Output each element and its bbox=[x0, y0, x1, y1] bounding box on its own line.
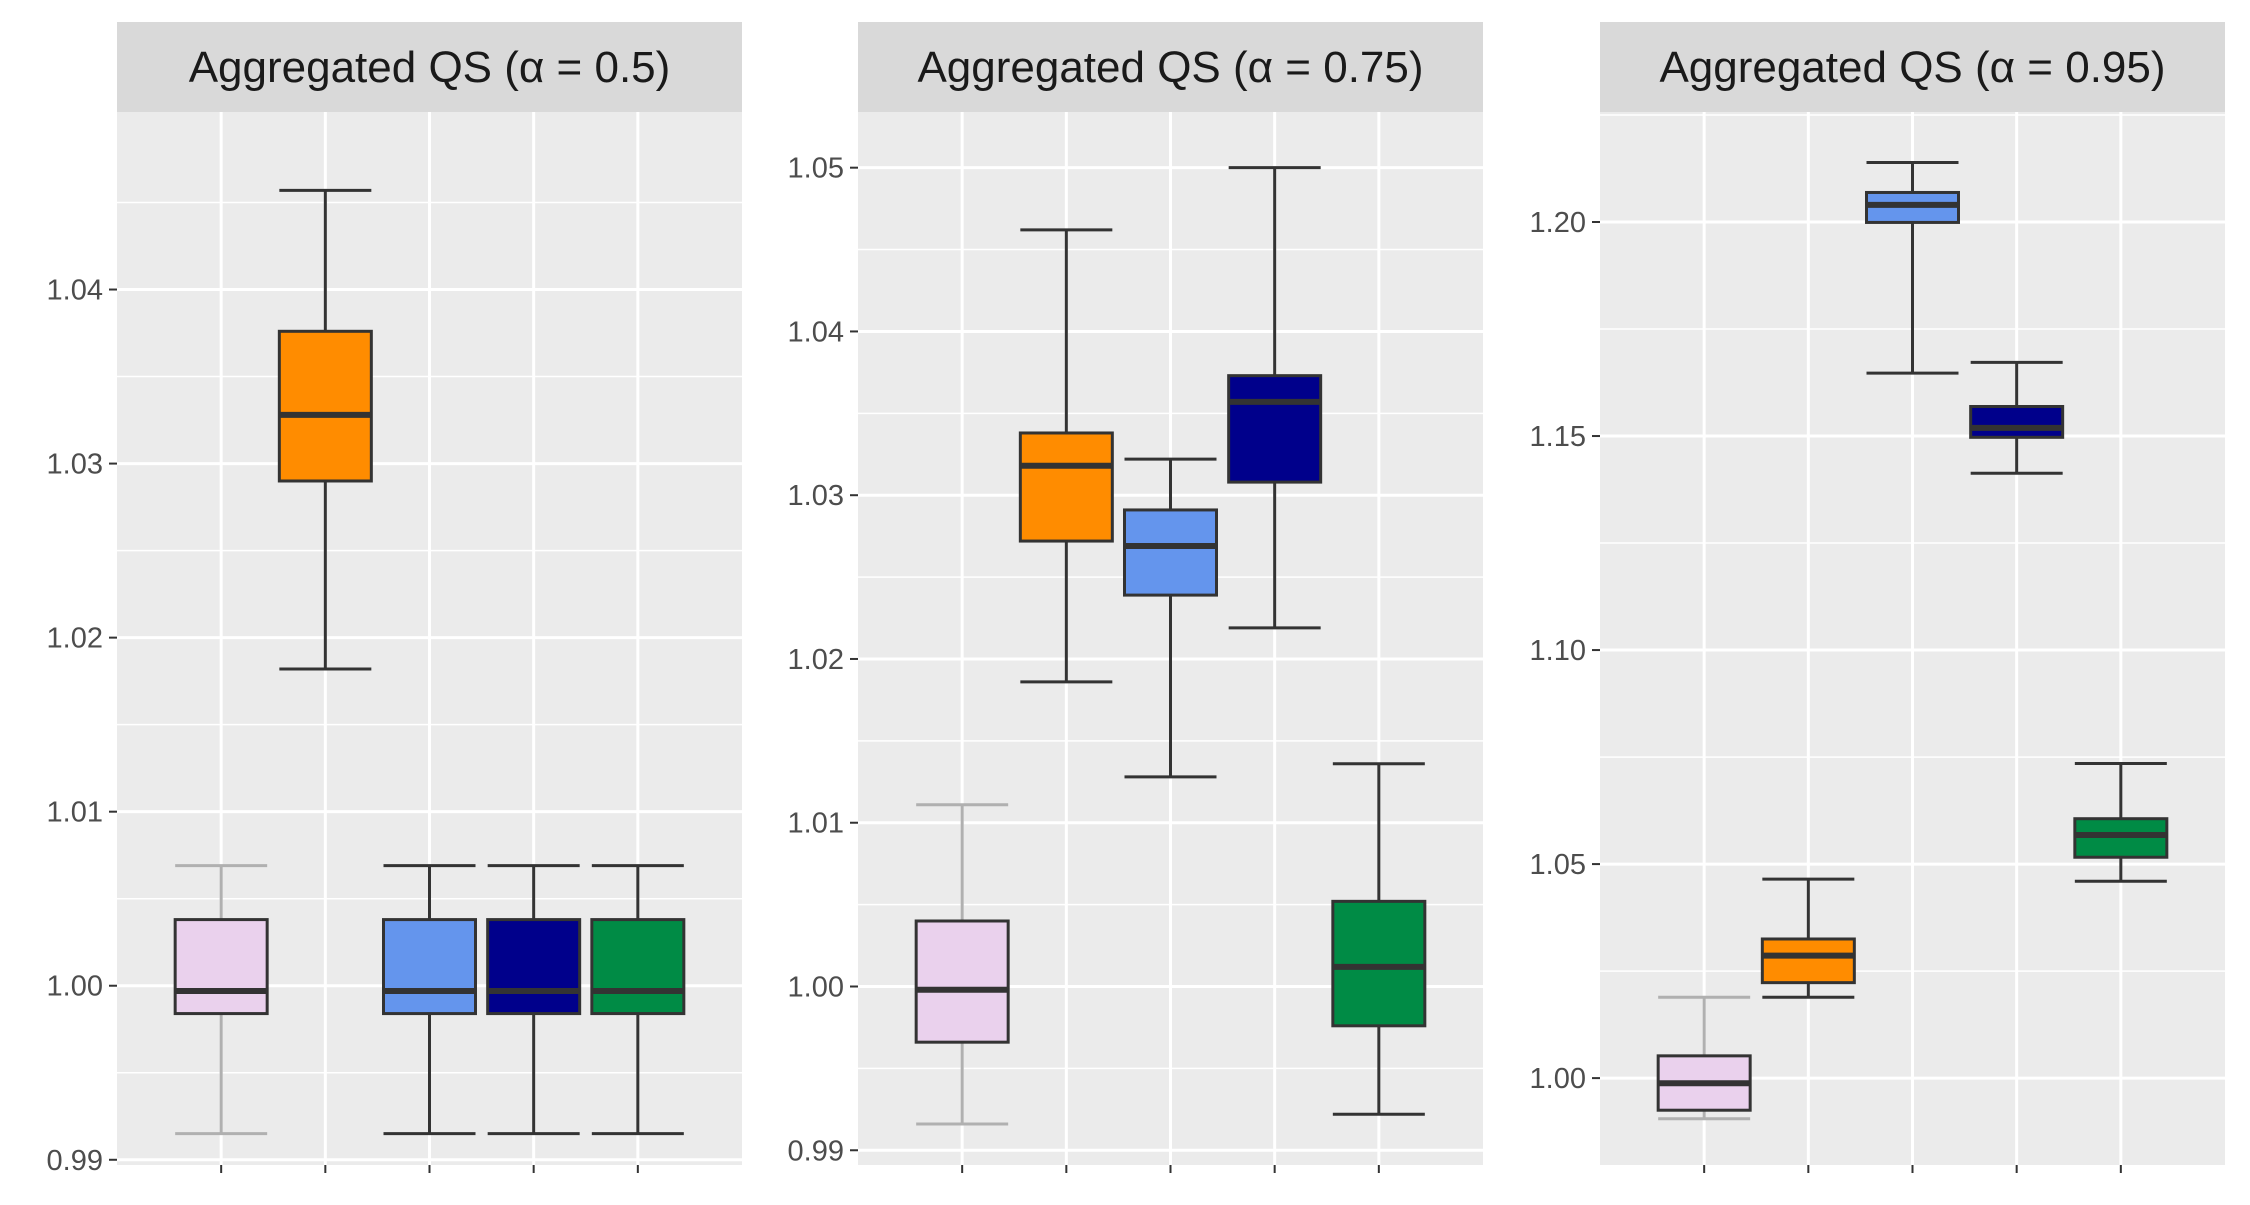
y-tick-label: 1.01 bbox=[788, 808, 844, 840]
box-plot-box4 bbox=[1969, 360, 2065, 475]
y-tick-label: 1.10 bbox=[1530, 635, 1586, 667]
box-iqr bbox=[486, 918, 582, 1016]
box-plot-box1 bbox=[914, 803, 1010, 1126]
y-tick-label: 1.02 bbox=[788, 644, 844, 676]
panel-title: Aggregated QS (α = 0.5) bbox=[189, 43, 671, 92]
y-tick-label: 1.04 bbox=[47, 275, 103, 307]
box-plot-box3 bbox=[1865, 161, 1960, 375]
y-tick-label: 1.05 bbox=[788, 153, 844, 185]
y-tick-label: 1.01 bbox=[47, 797, 103, 829]
box-iqr bbox=[914, 919, 1010, 1044]
box-plot-box5 bbox=[1331, 762, 1427, 1116]
box-iqr bbox=[277, 329, 373, 483]
y-tick-label: 1.15 bbox=[1530, 421, 1586, 453]
box-plot-box4 bbox=[486, 864, 582, 1136]
y-tick-label: 1.03 bbox=[788, 480, 844, 512]
box-iqr bbox=[1760, 937, 1856, 985]
box-plot-box4 bbox=[1227, 166, 1323, 630]
box-iqr bbox=[173, 918, 269, 1016]
box-plot-box5 bbox=[590, 864, 686, 1136]
box-iqr bbox=[382, 918, 477, 1016]
facet-panel: Aggregated QS (α = 0.75) 0.99 1.00 1.01 1.02… bbox=[788, 22, 1483, 1173]
y-tick-label: 1.03 bbox=[47, 449, 103, 481]
y-tick-label: 1.05 bbox=[1530, 849, 1586, 881]
y-tick-label: 1.00 bbox=[788, 971, 844, 1003]
box-iqr bbox=[1331, 899, 1427, 1028]
box-iqr bbox=[1123, 508, 1218, 597]
box-plot-box1 bbox=[1656, 995, 1752, 1121]
y-tick-label: 1.04 bbox=[788, 316, 844, 348]
strip-header bbox=[1600, 22, 2225, 112]
y-tick-label: 1.20 bbox=[1530, 207, 1586, 239]
box-iqr bbox=[1969, 404, 2065, 439]
box-iqr bbox=[1018, 431, 1114, 543]
box-plot-box5 bbox=[2073, 761, 2169, 883]
box-iqr bbox=[1227, 374, 1323, 484]
y-tick-label: 0.99 bbox=[47, 1145, 103, 1177]
box-plot-box3 bbox=[1123, 457, 1218, 779]
strip-header bbox=[117, 22, 742, 112]
y-tick-label: 0.99 bbox=[788, 1135, 844, 1167]
box-plot-box1 bbox=[173, 864, 269, 1136]
y-tick-label: 1.02 bbox=[47, 623, 103, 655]
box-plot-box2 bbox=[1018, 228, 1114, 684]
facet-panel: Aggregated QS (α = 0.95) 1.00 1.05 1.10 1.15… bbox=[1530, 22, 2225, 1173]
strip-header bbox=[858, 22, 1483, 112]
panel-title: Aggregated QS (α = 0.75) bbox=[917, 43, 1423, 92]
facet-panel: Aggregated QS (α = 0.5) 0.99 1.00 1.01 1.02 1… bbox=[47, 22, 742, 1177]
box-plot-box3 bbox=[382, 864, 477, 1136]
box-plot-box2 bbox=[277, 188, 373, 671]
y-tick-label: 1.00 bbox=[47, 971, 103, 1003]
y-tick-label: 1.00 bbox=[1530, 1063, 1586, 1095]
box-iqr bbox=[590, 918, 686, 1016]
panel-title: Aggregated QS (α = 0.95) bbox=[1659, 43, 2165, 92]
box-plot-box2 bbox=[1760, 877, 1856, 999]
